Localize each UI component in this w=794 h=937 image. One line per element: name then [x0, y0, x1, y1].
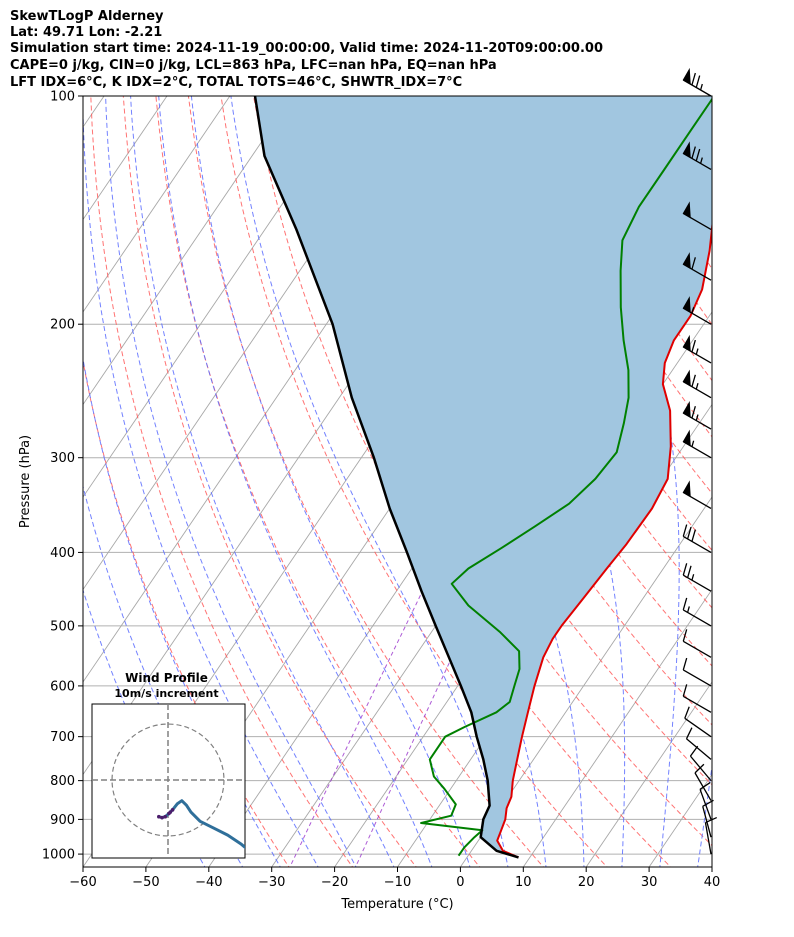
isotherm-line — [83, 96, 294, 406]
hodograph-point — [160, 815, 164, 820]
wind-barb — [682, 296, 712, 325]
moist-adiabat — [83, 96, 319, 867]
mixing-ratio-line — [289, 560, 438, 867]
isotherm-line — [711, 866, 712, 867]
hodograph-point — [168, 810, 173, 814]
wind-barb — [704, 816, 718, 855]
wind-barb — [682, 597, 712, 627]
temperature-line — [496, 219, 712, 859]
wind-barb — [685, 727, 712, 760]
y-tick-label: 600 — [50, 679, 75, 694]
wind-barb — [684, 706, 712, 738]
wind-barb — [682, 67, 712, 97]
wind-barb — [682, 524, 712, 553]
wind-barb — [694, 763, 712, 801]
isotherm-line — [83, 96, 357, 498]
wind-barb — [682, 141, 712, 171]
x-tick-label: −50 — [132, 875, 159, 890]
y-tick-label: 400 — [50, 546, 75, 561]
wind-barb — [682, 684, 712, 713]
hodograph-title: Wind Profile — [125, 671, 208, 685]
wind-barb — [682, 563, 712, 592]
wind-barb — [682, 429, 712, 459]
dry-adiabat — [775, 96, 794, 870]
dewpoint-line — [420, 97, 712, 857]
isotherm-line — [83, 96, 231, 313]
cape-line: CAPE=0 j/kg, CIN=0 j/kg, LCL=863 hPa, LF… — [10, 58, 497, 73]
moist-adiabat — [735, 96, 794, 870]
y-tick-label: 500 — [50, 619, 75, 634]
x-tick-label: −40 — [195, 875, 222, 890]
wind-barb — [682, 334, 712, 364]
wind-barb — [682, 400, 712, 430]
dry-adiabat — [253, 96, 672, 867]
y-tick-label: 800 — [50, 774, 75, 789]
y-axis-label: Pressure (hPa) — [18, 435, 33, 528]
indices-line: LFT IDX=6°C, K IDX=2°C, TOTAL TOTS=46°C,… — [10, 75, 463, 90]
y-tick-label: 300 — [50, 451, 75, 466]
isotherm-line — [522, 588, 712, 867]
wind-barb — [682, 657, 712, 687]
parcel-profile-line — [253, 96, 519, 859]
moist-adiabat — [158, 96, 433, 867]
hodograph-point — [157, 814, 161, 819]
wind-barb — [682, 369, 712, 399]
wind-barb — [682, 480, 712, 510]
x-tick-label: 10 — [515, 875, 532, 890]
hodograph-point — [163, 814, 168, 819]
mixing-ratio-line — [355, 560, 498, 867]
chart-title: SkewTLogP Alderney — [10, 9, 164, 24]
isotherm-line — [585, 681, 712, 867]
cin-shading — [255, 96, 712, 858]
time-line: Simulation start time: 2024-11-19_00:00:… — [10, 41, 603, 56]
x-tick-label: −20 — [321, 875, 348, 890]
x-tick-label: 30 — [641, 875, 658, 890]
moist-adiabat — [230, 96, 509, 867]
dry-adiabat — [708, 96, 712, 102]
hodograph-subtitle: 10m/s increment — [114, 687, 218, 700]
hodograph-point — [170, 808, 175, 812]
moist-adiabat — [105, 96, 357, 867]
moist-adiabat — [130, 96, 395, 867]
y-tick-label: 100 — [50, 90, 75, 105]
dry-adiabat — [90, 96, 354, 867]
wind-barb — [682, 252, 712, 281]
y-tick-label: 900 — [50, 813, 75, 828]
x-tick-label: 20 — [578, 875, 595, 890]
location-line: Lat: 49.71 Lon: -2.21 — [10, 25, 163, 40]
x-tick-label: 0 — [456, 875, 464, 890]
x-tick-label: 40 — [704, 875, 721, 890]
dry-adiabat — [350, 96, 712, 726]
x-axis-label: Temperature (°C) — [340, 897, 453, 912]
y-tick-label: 1000 — [42, 848, 75, 863]
wind-barb — [682, 629, 712, 658]
dry-adiabat — [155, 96, 481, 867]
x-tick-label: −60 — [69, 875, 96, 890]
y-tick-label: 700 — [50, 730, 75, 745]
dry-adiabat — [220, 96, 608, 867]
isotherm-line — [460, 496, 712, 867]
dry-adiabat — [83, 358, 290, 867]
x-tick-label: −10 — [384, 875, 411, 890]
y-tick-label: 200 — [50, 318, 75, 333]
moist-adiabat — [190, 96, 471, 867]
x-tick-label: −30 — [258, 875, 285, 890]
wind-barb — [689, 745, 712, 782]
moist-adiabat — [83, 588, 206, 867]
wind-barb — [682, 201, 712, 231]
dry-adiabat — [742, 96, 794, 870]
